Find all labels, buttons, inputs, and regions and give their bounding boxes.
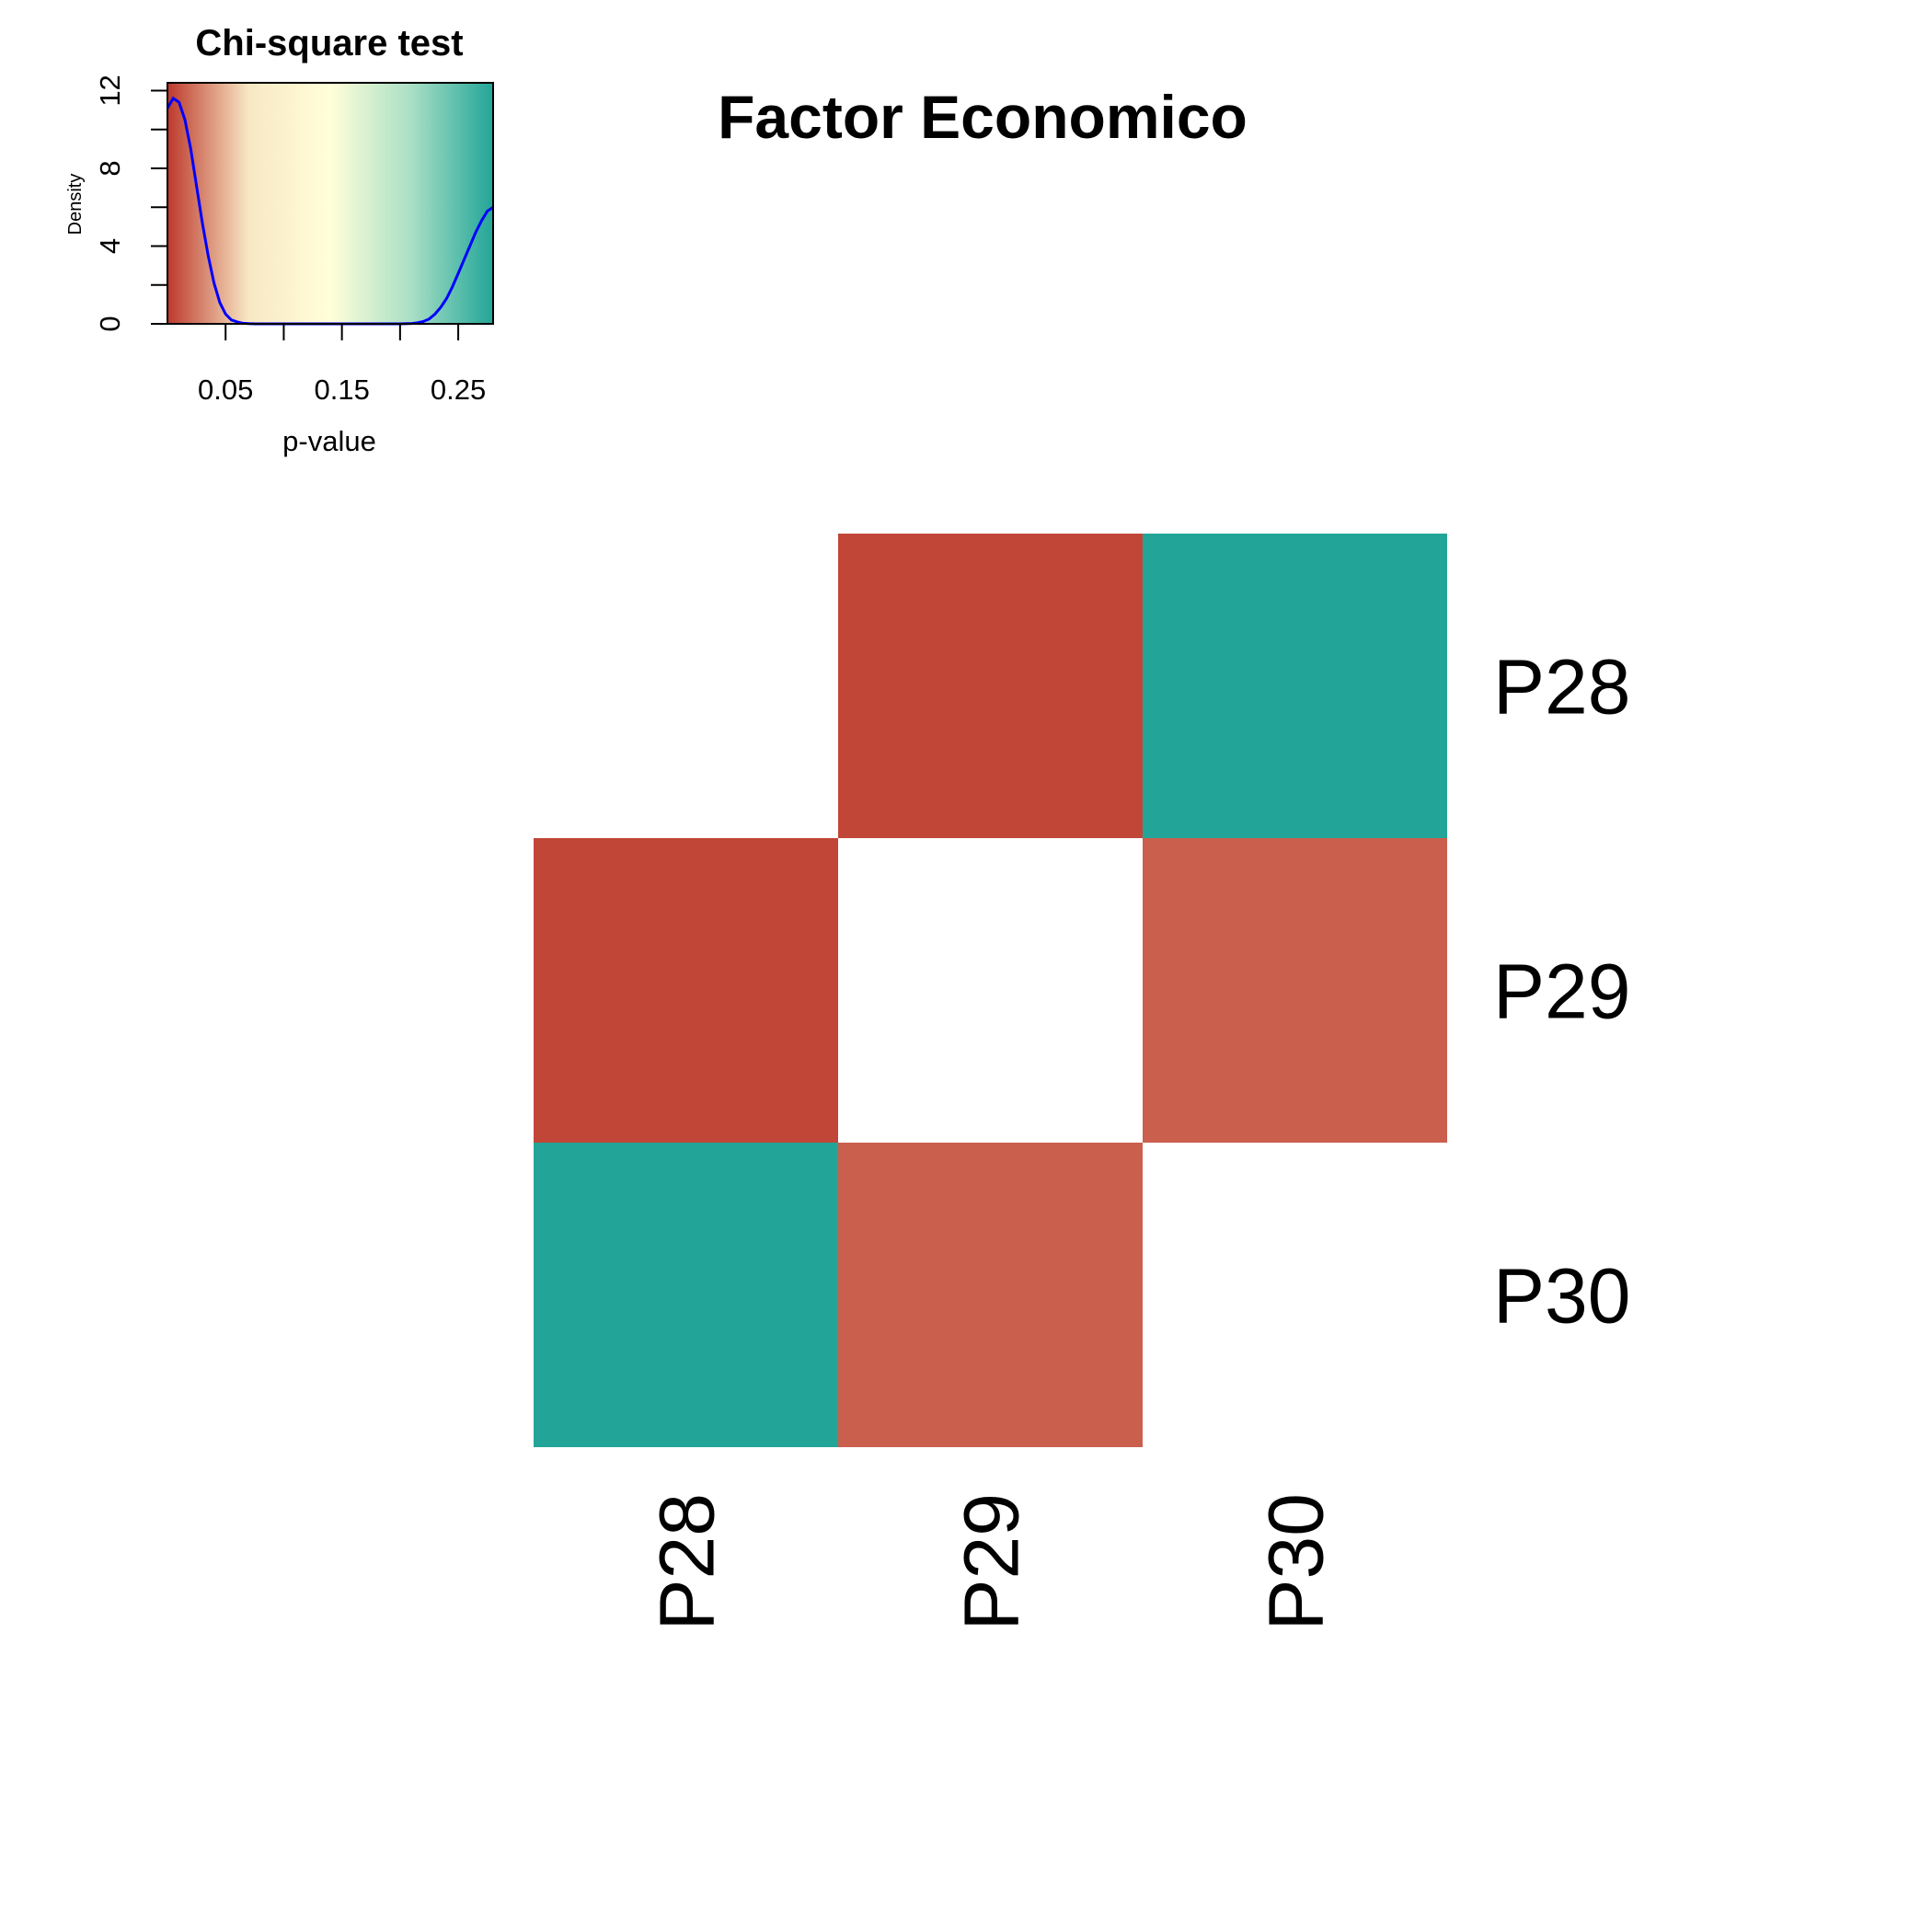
heatmap-cell-P28-P30 — [1143, 534, 1447, 838]
heatmap-cell-P30-P30 — [1143, 1143, 1447, 1447]
key-y-tick-label: 4 — [94, 238, 126, 254]
row-label-P29: P29 — [1493, 949, 1630, 1035]
heatmap-cell-P29-P28 — [534, 838, 838, 1143]
key-frame — [167, 82, 494, 325]
key-title: Chi-square test — [195, 23, 463, 63]
key-gradient-background — [167, 83, 493, 324]
heatmap-cell-P29-P30 — [1143, 838, 1447, 1143]
row-labels: P28 P29 P30 — [1493, 644, 1630, 1340]
key-x-label: p-value — [282, 425, 376, 457]
key-x-tick-label: 0.25 — [431, 374, 486, 406]
key-y-tick-label: 8 — [94, 160, 126, 176]
key-x-axis: 0.05 0.15 0.25 — [198, 324, 486, 406]
key-x-tick-label: 0.15 — [314, 374, 369, 406]
row-label-P30: P30 — [1493, 1253, 1630, 1340]
heatmap-title: Factor Economico — [718, 83, 1248, 151]
column-label-P28: P28 — [644, 1493, 730, 1630]
key-x-tick-label: 0.05 — [198, 374, 253, 406]
column-label-P30: P30 — [1253, 1493, 1340, 1630]
row-label-P28: P28 — [1493, 644, 1630, 730]
key-y-tick-label: 0 — [94, 316, 126, 331]
heatmap-cell-P30-P28 — [534, 1143, 838, 1447]
heatmap-cell-P29-P29 — [838, 838, 1143, 1143]
heatmap-cells — [534, 534, 1447, 1447]
key-y-tick-label: 12 — [94, 75, 126, 106]
heatmap-cell-P28-P28 — [534, 534, 838, 838]
key-y-axis: 0 4 8 12 — [94, 75, 167, 332]
color-key: Chi-square test 0.05 0.15 0.25 0 4 8 12 p-val… — [65, 23, 494, 457]
heatmap-cell-P30-P29 — [838, 1143, 1143, 1447]
key-y-label: Density — [65, 174, 86, 236]
heatmap-cell-P28-P29 — [838, 534, 1143, 838]
column-label-P29: P29 — [949, 1493, 1035, 1630]
column-labels: P28 P29 P30 — [644, 1493, 1340, 1630]
